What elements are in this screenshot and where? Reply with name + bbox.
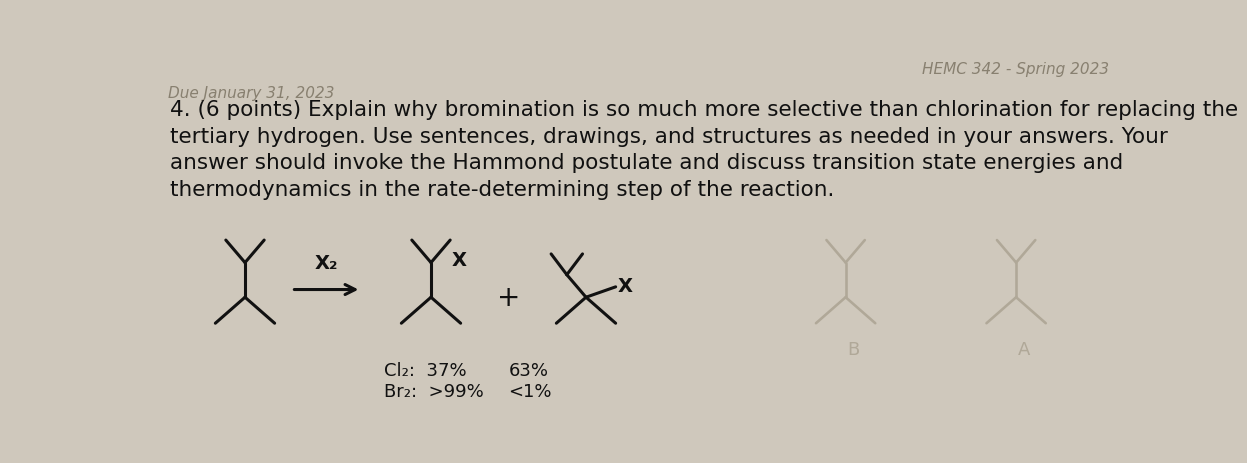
Text: 4. (6 points) Explain why bromination is so much more selective than chlorinatio: 4. (6 points) Explain why bromination is…	[170, 100, 1238, 199]
Text: +: +	[496, 284, 520, 312]
Text: Due January 31, 2023: Due January 31, 2023	[167, 86, 334, 101]
Text: Cl₂:  37%: Cl₂: 37%	[384, 361, 468, 379]
Text: Br₂:  >99%: Br₂: >99%	[384, 382, 484, 400]
Text: B: B	[847, 340, 859, 358]
Text: HEMC 342 - Spring 2023: HEMC 342 - Spring 2023	[922, 62, 1109, 77]
Text: X₂: X₂	[314, 253, 338, 272]
Text: X: X	[617, 276, 632, 295]
Text: X: X	[451, 250, 466, 269]
Text: 63%: 63%	[509, 361, 549, 379]
Text: A: A	[1018, 340, 1030, 358]
Text: <1%: <1%	[509, 382, 552, 400]
